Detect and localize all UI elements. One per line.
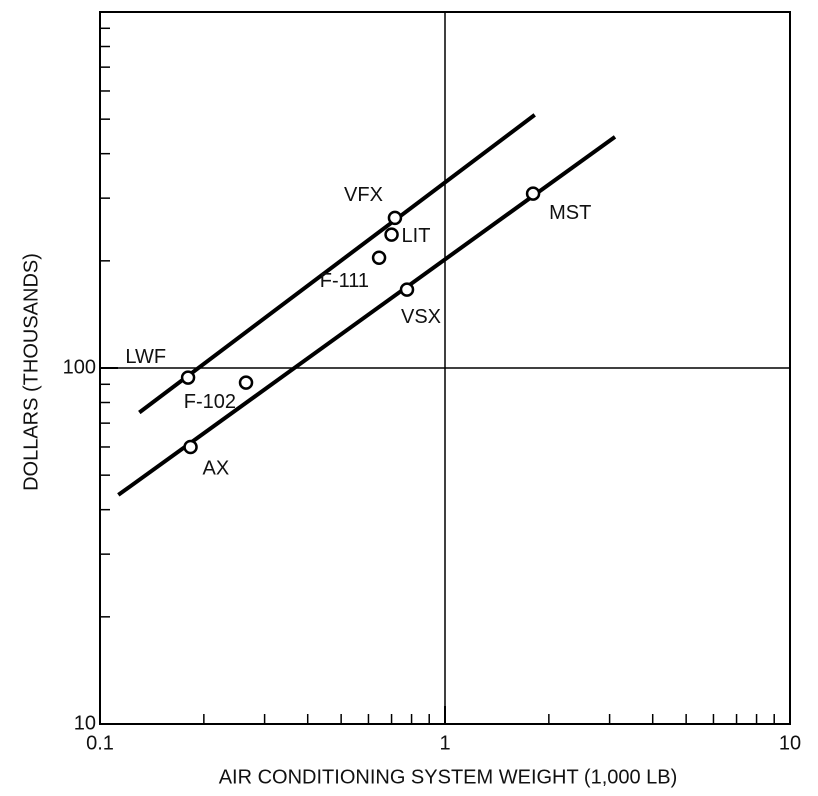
point-label: LIT	[402, 225, 431, 247]
y-tick-label: 100	[63, 356, 96, 378]
data-point	[399, 282, 415, 297]
fit-line	[138, 113, 536, 415]
data-point	[387, 210, 403, 226]
data-point	[183, 439, 198, 455]
x-tick-label: 0.1	[86, 732, 114, 754]
point-label: VFX	[344, 184, 383, 206]
point-label: AX	[203, 457, 230, 479]
point-label: F-111	[320, 270, 369, 292]
point-label: VSX	[401, 306, 441, 328]
data-point	[384, 227, 399, 242]
y-tick-label: 10	[74, 712, 96, 734]
data-point	[371, 250, 387, 266]
point-label: MST	[549, 202, 591, 224]
y-axis-label: DOLLARS (THOUSANDS)	[20, 253, 42, 491]
data-point	[180, 370, 196, 385]
point-label: LWF	[125, 346, 166, 368]
point-label: F-102	[184, 391, 236, 413]
data-point	[525, 186, 541, 201]
x-axis-label: AIR CONDITIONING SYSTEM WEIGHT (1,000 LB…	[219, 766, 678, 788]
data-point	[238, 375, 254, 390]
x-tick-label: 10	[779, 732, 801, 754]
x-tick-label: 1	[439, 732, 450, 754]
